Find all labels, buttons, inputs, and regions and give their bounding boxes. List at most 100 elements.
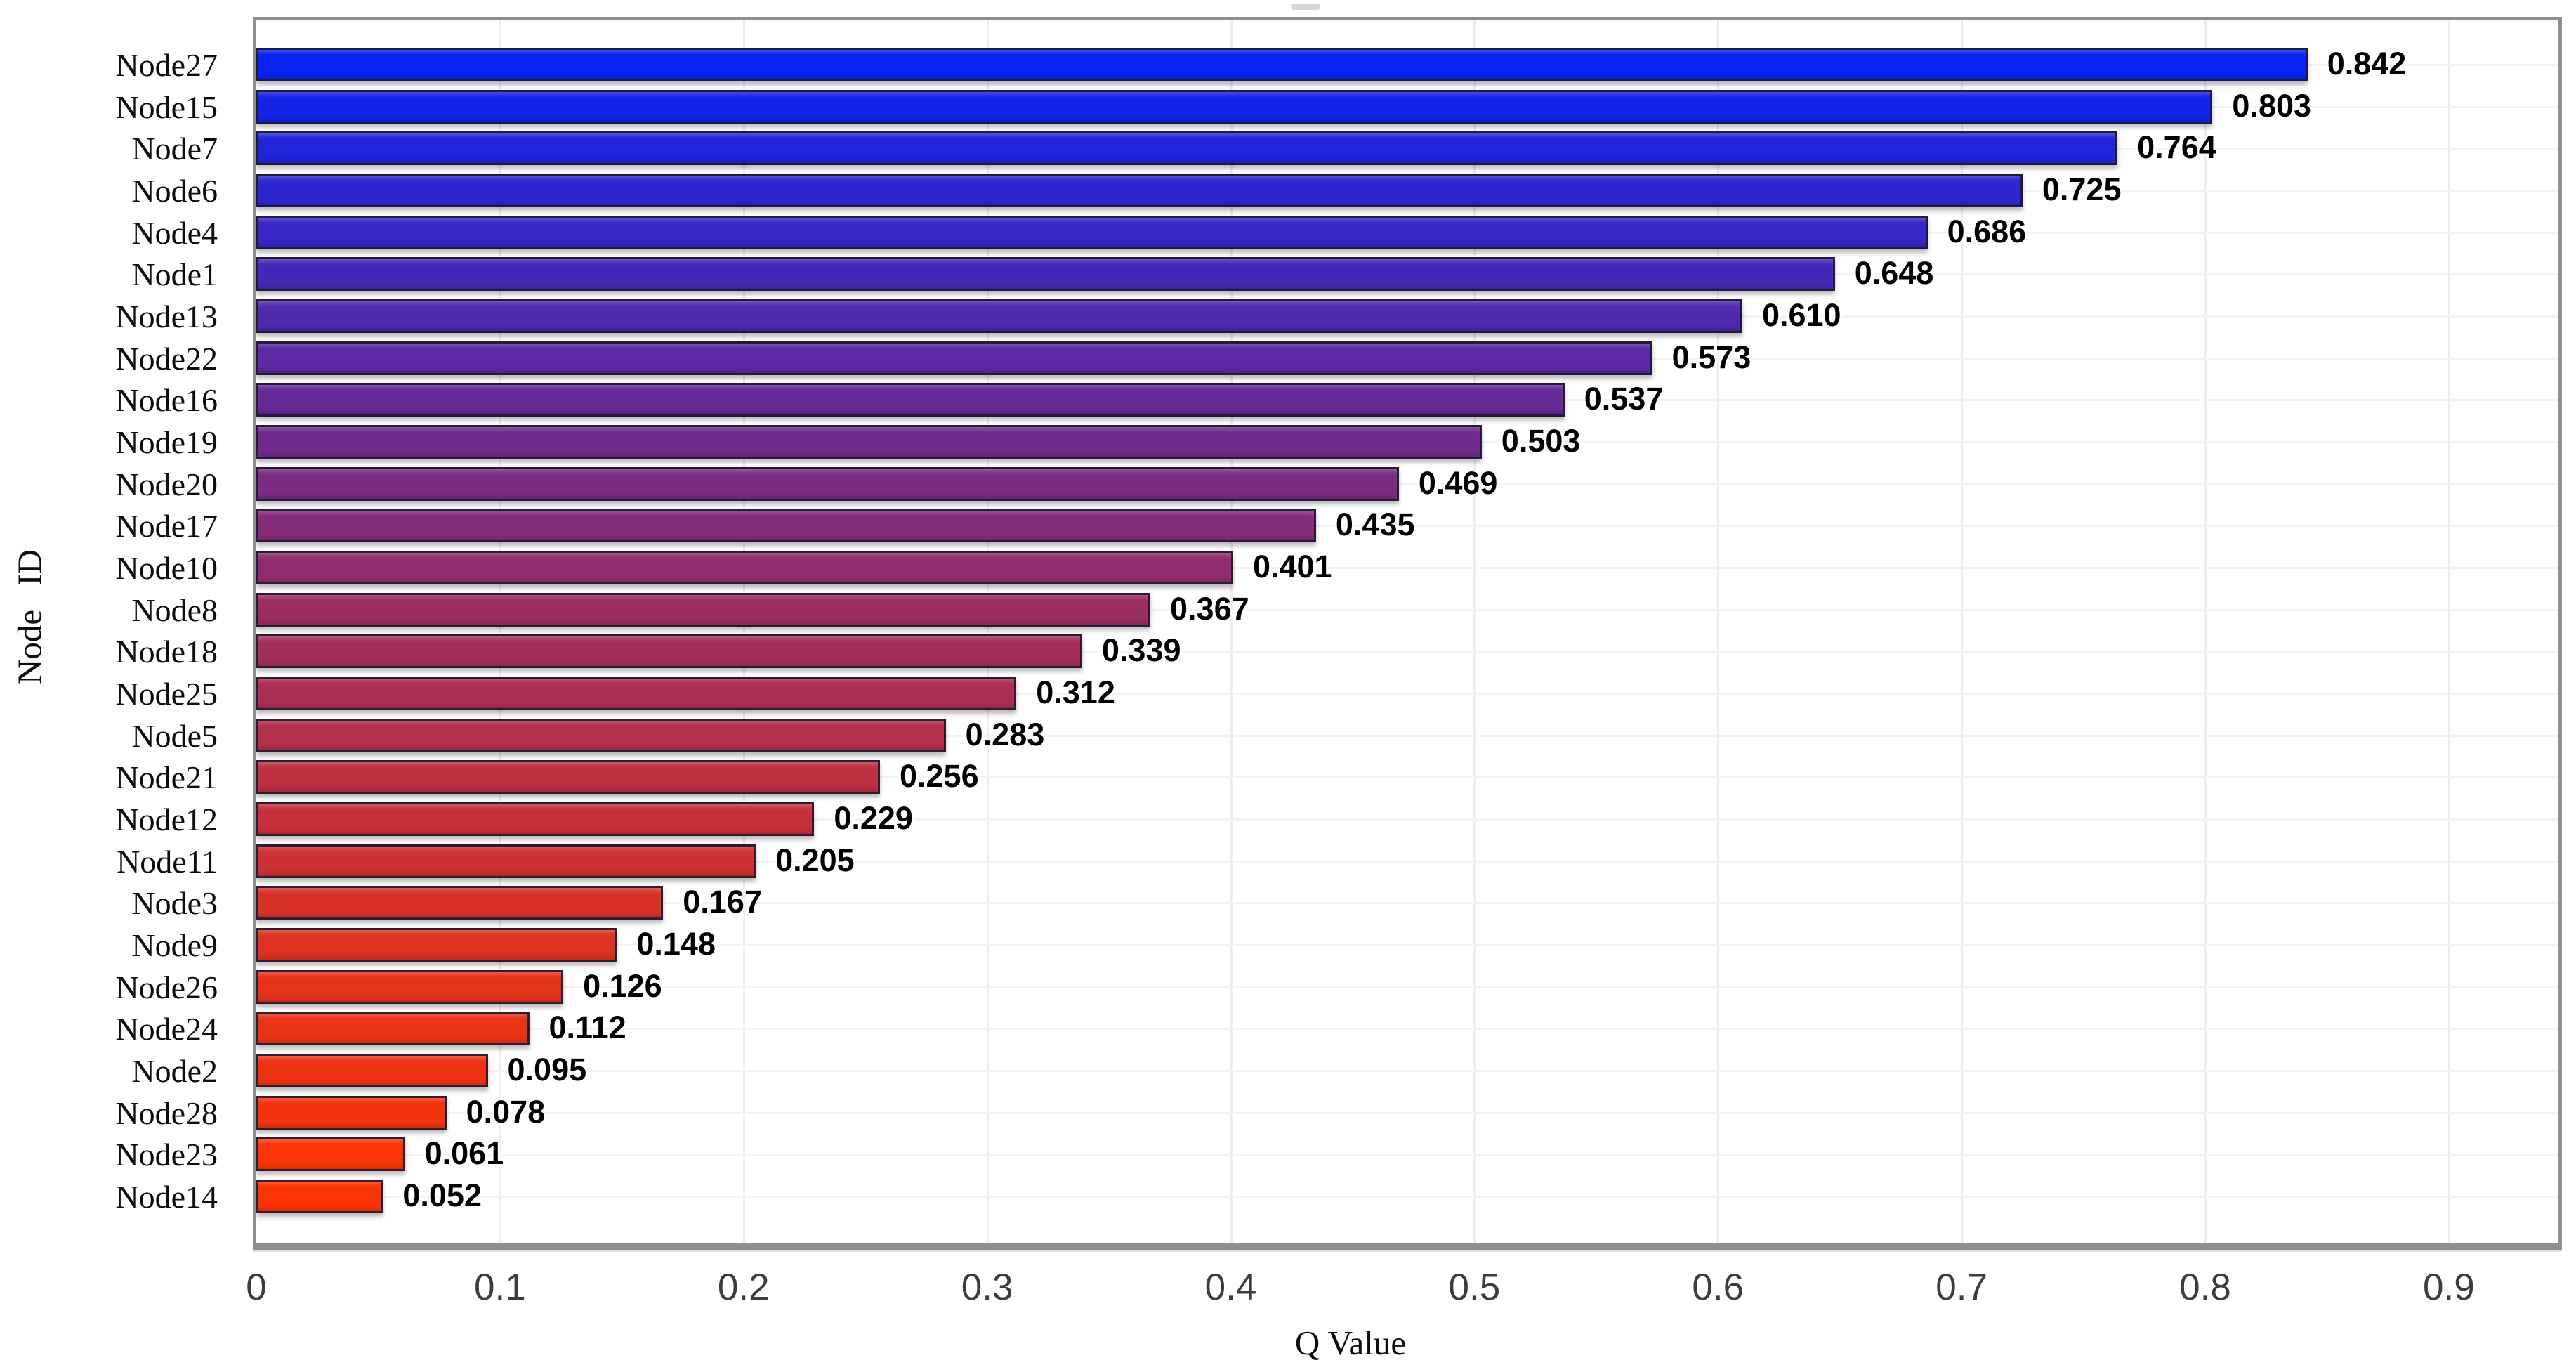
plot-inner: 0.842 0.803 0.764 0.725 0.686 0.648 0.610 0.573… (256, 20, 2558, 1243)
horizontal-gridline (256, 818, 2558, 821)
bar-value-label: 0.312 (1036, 674, 1115, 710)
x-tick-label: 0.5 (1448, 1267, 1501, 1308)
horizontal-gridline (256, 860, 2558, 863)
vertical-gridline (986, 20, 989, 1243)
bar-node11 (256, 844, 756, 878)
bar-value-label: 0.256 (900, 758, 979, 795)
horizontal-gridline (256, 1195, 2558, 1198)
x-tick-label: 0.9 (2423, 1267, 2475, 1308)
bar-node13 (256, 299, 1742, 333)
vertical-gridline (1230, 20, 1233, 1243)
y-tick-label: Node12 (115, 801, 218, 837)
bar-row: 0.312 (256, 674, 2558, 710)
horizontal-gridline (256, 1111, 2558, 1114)
bar-node1 (256, 257, 1835, 292)
bar-value-label: 0.167 (683, 884, 762, 920)
bar-value-label: 0.078 (466, 1093, 546, 1130)
bar-row: 0.503 (256, 422, 2558, 459)
horizontal-gridline (256, 776, 2558, 779)
y-tick-label: Node13 (115, 298, 218, 334)
bar-value-label: 0.842 (2327, 45, 2407, 81)
bar-node26 (256, 969, 564, 1004)
bar-value-label: 0.537 (1584, 381, 1664, 417)
bar-value-label: 0.052 (402, 1177, 482, 1213)
bar-row: 0.435 (256, 507, 2558, 543)
bar-row: 0.367 (256, 590, 2558, 627)
bar-node2 (256, 1053, 488, 1087)
y-tick-label: Node8 (131, 592, 218, 628)
vertical-gridline (1473, 20, 1476, 1243)
vertical-gridline (2204, 20, 2207, 1243)
y-tick-label: Node10 (115, 549, 218, 586)
bar-row: 0.401 (256, 549, 2558, 584)
y-tick-label: Node9 (131, 927, 218, 963)
y-tick-label: Node23 (115, 1137, 218, 1173)
bar-row: 0.725 (256, 171, 2558, 207)
bar-row: 0.764 (256, 129, 2558, 166)
vertical-gridline (1961, 20, 1964, 1243)
bar-node15 (256, 89, 2213, 124)
bar-value-label: 0.686 (1947, 213, 2027, 249)
y-tick-label: Node20 (115, 466, 218, 502)
bar-value-label: 0.367 (1170, 590, 1249, 627)
bar-row: 0.803 (256, 88, 2558, 124)
bar-row: 0.061 (256, 1135, 2558, 1172)
bar-row: 0.339 (256, 632, 2558, 669)
bar-row: 0.052 (256, 1177, 2558, 1213)
y-tick-label: Node27 (115, 47, 218, 83)
x-tick-label: 0.2 (717, 1267, 770, 1308)
bar-row: 0.469 (256, 464, 2558, 501)
y-tick-label: Node17 (115, 508, 218, 544)
horizontal-gridline (256, 651, 2558, 653)
bar-node25 (256, 676, 1017, 710)
y-tick-label: Node18 (115, 634, 218, 670)
y-tick-label: Node19 (115, 424, 218, 460)
y-tick-label: Node7 (131, 131, 218, 167)
horizontal-gridline (256, 902, 2558, 905)
bar-value-label: 0.469 (1418, 464, 1498, 501)
y-tick-label: Node3 (131, 885, 218, 922)
cropped-title-artifact (1291, 4, 1320, 10)
bar-node24 (256, 1012, 530, 1046)
bar-node23 (256, 1137, 405, 1172)
x-tick-label: 0 (246, 1267, 267, 1308)
y-tick-label: Node4 (131, 214, 218, 251)
x-tick-label: 0.1 (474, 1267, 526, 1308)
bar-value-label: 0.610 (1761, 296, 1841, 333)
bar-row: 0.167 (256, 884, 2558, 920)
bar-node21 (256, 760, 880, 795)
y-tick-label: Node21 (115, 759, 218, 796)
horizontal-gridline (256, 943, 2558, 946)
bar-node17 (256, 509, 1316, 543)
vertical-gridline (499, 20, 501, 1243)
y-tick-label: Node25 (115, 675, 218, 712)
y-tick-label: Node16 (115, 382, 218, 419)
y-tick-label: Node26 (115, 969, 218, 1005)
bar-value-label: 0.229 (834, 799, 913, 836)
horizontal-gridline (256, 692, 2558, 695)
bar-node8 (256, 592, 1151, 627)
horizontal-gridline (256, 1028, 2558, 1031)
horizontal-gridline (256, 525, 2558, 528)
x-tick-label: 0.4 (1204, 1267, 1257, 1308)
x-tick-label: 0.8 (2179, 1267, 2231, 1308)
bar-row: 0.686 (256, 213, 2558, 249)
bar-row: 0.112 (256, 1010, 2558, 1046)
x-axis-title: Q Value (1294, 1324, 1407, 1362)
horizontal-gridline (256, 986, 2558, 988)
bar-node4 (256, 215, 1928, 249)
bar-row: 0.283 (256, 717, 2558, 752)
y-tick-label: Node1 (131, 256, 218, 293)
bar-node20 (256, 466, 1399, 501)
y-tick-label: Node6 (131, 172, 218, 209)
bar-value-label: 0.126 (583, 967, 662, 1004)
bar-row: 0.126 (256, 967, 2558, 1004)
bar-row: 0.078 (256, 1093, 2558, 1130)
bar-value-label: 0.503 (1501, 422, 1581, 459)
x-tick-label: 0.3 (961, 1267, 1013, 1308)
bar-value-label: 0.339 (1101, 632, 1181, 669)
bar-row: 0.095 (256, 1052, 2558, 1087)
bar-node6 (256, 173, 2023, 207)
bar-node27 (256, 48, 2308, 81)
